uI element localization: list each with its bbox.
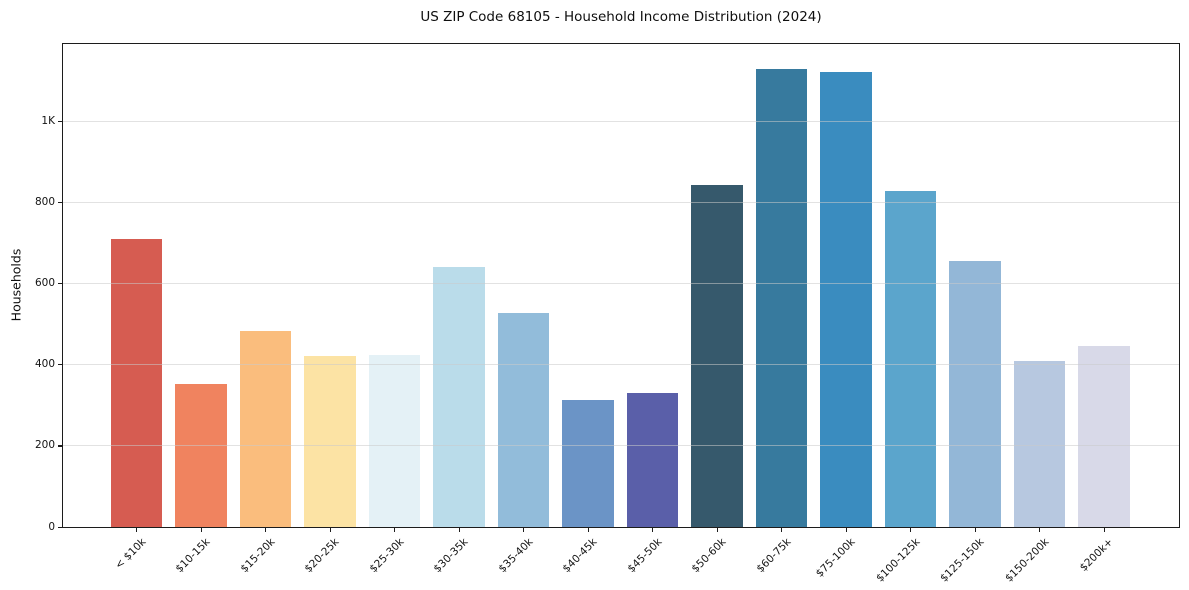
x-tick-mark (974, 527, 976, 532)
bar-$20-25k (304, 356, 356, 527)
y-tick-label-text: 1K (41, 114, 55, 127)
y-tick-label-text: 600 (34, 276, 55, 289)
x-tick-label-text: $75-100k (813, 536, 858, 580)
plot-area: 0 200 400 600 800 1K < $10k $10-15k $15-20k $20-2… (35, 43, 1180, 585)
x-tick-label-text: $150-200k (1002, 536, 1052, 585)
x-tick-mark (587, 527, 589, 532)
x-tick-label-text: $40-45k (560, 536, 600, 576)
y-tick-mark (58, 120, 62, 122)
x-tick-mark (458, 527, 460, 532)
bar-$10-15k (175, 383, 227, 527)
x-tick-mark (652, 527, 654, 532)
bar-$25-30k (368, 355, 421, 527)
x-tick-mark (910, 527, 912, 532)
x-tick-label-text: $25-30k (366, 536, 407, 576)
x-tick-mark (1039, 527, 1041, 532)
grid-line (63, 445, 1179, 447)
x-tick-label-text: $50-60k (689, 536, 729, 576)
x-tick-mark (781, 527, 783, 532)
y-tick-mark (58, 364, 62, 366)
y-tick-mark (58, 445, 62, 447)
x-tick-label-text: $60-75k (754, 536, 794, 576)
x-tick-mark (394, 527, 396, 532)
x-tick-label-text: $20-25k (302, 536, 342, 576)
x-tick-label-text: $35-40k (495, 536, 536, 576)
y-tick-mark (58, 201, 62, 203)
x-tick-label-text: $45-50k (624, 536, 665, 576)
x-tick-label-text: $10-15k (173, 536, 213, 576)
x-tick-label-text: < $10k (112, 536, 149, 572)
bar-$40-45k (562, 399, 614, 527)
y-tick-label-text: 0 (48, 520, 55, 533)
bar-$35-40k (497, 313, 550, 527)
x-tick-mark (523, 527, 525, 532)
bar-$30-35k (433, 267, 485, 527)
y-axis-label: Households (8, 248, 24, 322)
bar-< $10k (110, 238, 163, 527)
bar-$60-75k (755, 68, 808, 527)
x-tick-label-text: $15-20k (237, 536, 278, 576)
x-tick-label-text: $100-125k (873, 536, 923, 585)
x-tick-label-text: $125-150k (938, 536, 987, 585)
bar-$15-20k (239, 331, 292, 527)
bar-$45-50k (626, 393, 679, 527)
x-tick-label-text: $200k+ (1077, 536, 1116, 574)
bar-$200k+ (1078, 345, 1130, 527)
y-tick-label-text: 400 (34, 358, 55, 371)
grid-line (63, 364, 1179, 366)
grid-line (63, 120, 1179, 122)
bar-$150-200k (1013, 361, 1066, 527)
x-tick-mark (265, 527, 267, 532)
bar-$50-60k (691, 185, 743, 527)
x-tick-mark (329, 527, 331, 532)
x-tick-mark (136, 527, 138, 532)
x-tick-mark (200, 527, 202, 532)
x-tick-mark (1103, 527, 1105, 532)
chart-title: US ZIP Code 68105 - Household Income Dis… (420, 9, 822, 25)
x-tick-mark (845, 527, 847, 532)
bar-$125-150k (949, 260, 1001, 527)
y-tick-mark (58, 526, 62, 528)
y-tick-label-text: 800 (34, 195, 55, 208)
grid-line (63, 201, 1179, 203)
bar-$100-125k (884, 191, 937, 527)
grid-line (63, 282, 1179, 284)
bar-$75-100k (820, 72, 872, 527)
x-tick-mark (716, 527, 718, 532)
y-tick-label-text: 200 (34, 439, 55, 452)
x-tick-label-text: $30-35k (431, 536, 471, 576)
y-tick-mark (58, 282, 62, 285)
